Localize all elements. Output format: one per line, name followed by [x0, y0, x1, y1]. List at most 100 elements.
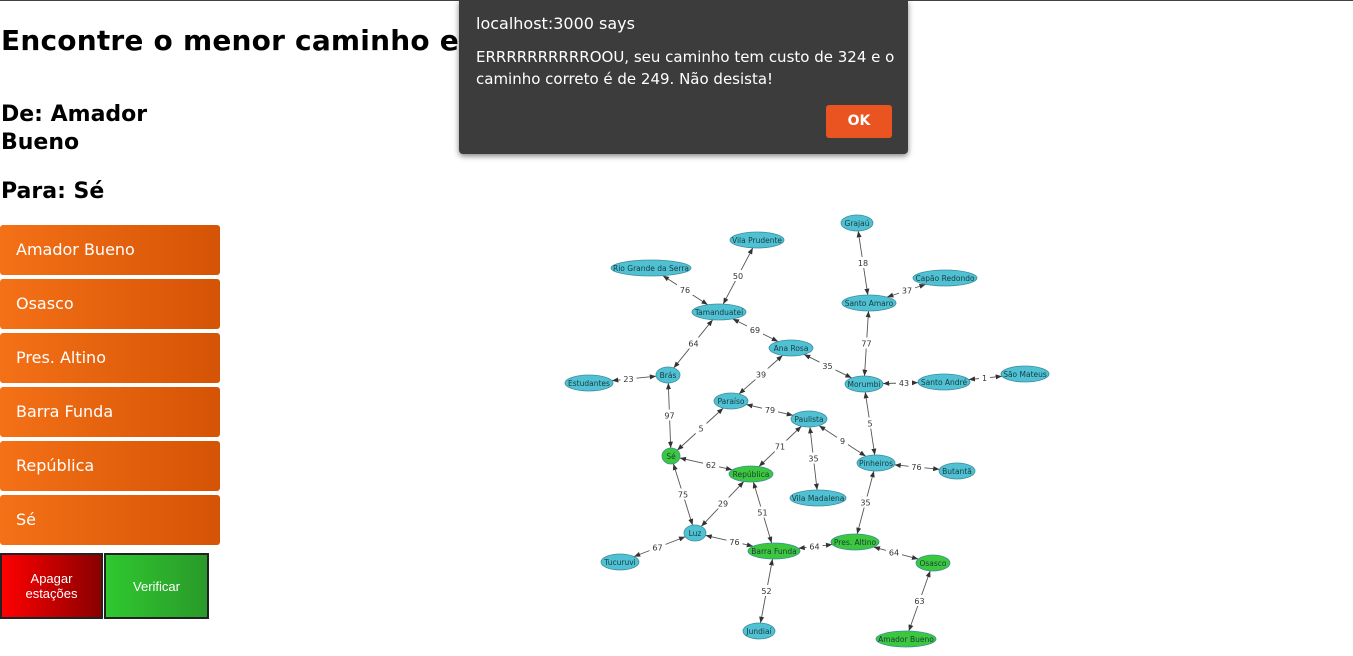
node-shape[interactable]	[912, 269, 978, 287]
node-label: Luz	[689, 529, 702, 538]
graph-node-osasco[interactable]: Osasco	[915, 554, 951, 572]
graph-node-luz[interactable]: Luz	[683, 524, 707, 542]
edge-weight-label: 43	[899, 379, 909, 388]
node-shape[interactable]	[938, 462, 976, 480]
edge-weight-label: 67	[652, 544, 662, 553]
node-shape[interactable]	[917, 373, 971, 391]
edge-weight-bg	[772, 440, 788, 452]
node-shape[interactable]	[742, 622, 776, 640]
edge-weight-bg	[715, 497, 731, 509]
node-label: Pres. Altino	[834, 538, 877, 547]
node-shape[interactable]	[789, 489, 847, 507]
edge-weight-label: 51	[757, 509, 767, 518]
graph-node-tamanduatei[interactable]: Tamanduateí	[691, 303, 747, 321]
graph-node-capao[interactable]: Capão Redondo	[912, 269, 978, 287]
edge-weight-bg	[896, 377, 912, 388]
graph-node-bras[interactable]: Brás	[655, 366, 681, 384]
dialog-message: ERRRRRRRRRROOU, seu caminho tem custo de…	[476, 48, 895, 88]
edge-weight-bg	[762, 404, 778, 415]
graph-node-grajau[interactable]: Grajaú	[840, 214, 874, 232]
graph-node-riogrande[interactable]: Rio Grande da Serra	[610, 259, 692, 277]
graph-node-anarosa[interactable]: Ana Rosa	[768, 339, 814, 357]
graph-node-butanta[interactable]: Butantã	[938, 462, 976, 480]
edge-weight-label: 18	[858, 259, 868, 268]
station-button-amador-bueno[interactable]: Amador Bueno	[0, 225, 220, 275]
node-shape[interactable]	[790, 410, 828, 428]
edge-weight-label: 37	[902, 287, 912, 296]
graph-node-santoamaro[interactable]: Santo Amaro	[841, 294, 897, 312]
graph-node-se[interactable]: Sé	[661, 447, 681, 465]
destination-label: Para: Sé	[1, 179, 105, 204]
node-label: Jundiaí	[745, 627, 772, 636]
node-shape[interactable]	[915, 554, 951, 572]
node-label: Santo André	[921, 378, 968, 387]
node-shape[interactable]	[729, 231, 785, 249]
node-label: Capão Redondo	[915, 274, 975, 283]
node-shape[interactable]	[691, 303, 747, 321]
node-shape[interactable]	[875, 630, 937, 648]
node-shape[interactable]	[655, 366, 681, 384]
node-shape[interactable]	[830, 533, 880, 551]
node-shape[interactable]	[564, 374, 614, 392]
station-button-republica[interactable]: República	[0, 441, 220, 491]
clear-stations-button[interactable]: Apagar estações	[0, 553, 103, 619]
node-shape[interactable]	[856, 454, 896, 472]
edge-weight-bg	[703, 459, 719, 470]
node-shape[interactable]	[747, 542, 801, 560]
node-label: Barra Funda	[751, 547, 797, 556]
edge-weight-label: 77	[861, 340, 871, 349]
node-label: Estudantes	[568, 379, 610, 388]
edge-weight-bg	[857, 496, 874, 508]
graph-node-estudantes[interactable]: Estudantes	[564, 374, 614, 392]
edge-weight-bg	[908, 461, 925, 472]
node-label: Morumbi	[847, 380, 880, 389]
station-button-barra-funda[interactable]: Barra Funda	[0, 387, 220, 437]
node-shape[interactable]	[844, 375, 884, 393]
edge-weight-bg	[886, 546, 902, 558]
graph-node-morumbi[interactable]: Morumbi	[844, 375, 884, 393]
node-label: Paulista	[794, 415, 823, 424]
node-label: Pinheiros	[859, 459, 893, 468]
node-shape[interactable]	[661, 447, 681, 465]
graph-node-saomateus[interactable]: São Mateus	[1000, 365, 1050, 383]
graph-node-jundiai[interactable]: Jundiaí	[742, 622, 776, 640]
graph-nodes: Grajaú Vila Prudente Rio Grande da Serra Ca…	[564, 214, 1050, 648]
edge-weight-label: 64	[889, 549, 899, 558]
node-shape[interactable]	[600, 553, 640, 571]
graph-node-santoandre[interactable]: Santo André	[917, 373, 971, 391]
edge-weight-bg	[675, 488, 691, 500]
edge-weight-label: 97	[664, 412, 674, 421]
node-shape[interactable]	[768, 339, 814, 357]
graph-node-republica[interactable]: República	[728, 465, 774, 483]
graph-node-tucuruvi[interactable]: Tucuruvi	[600, 553, 640, 571]
graph-node-presaltino[interactable]: Pres. Altino	[830, 533, 880, 551]
graph-node-vilamadalena[interactable]: Vila Madalena	[789, 489, 847, 507]
edge-weight-label: 35	[860, 499, 870, 508]
station-button-pres-altino[interactable]: Pres. Altino	[0, 333, 220, 383]
verify-button[interactable]: Verificar	[104, 553, 209, 619]
node-shape[interactable]	[683, 524, 707, 542]
node-label: República	[733, 470, 770, 479]
graph-node-paraiso[interactable]: Paraíso	[713, 392, 749, 410]
graph-node-paulista[interactable]: Paulista	[790, 410, 828, 428]
node-shape[interactable]	[728, 465, 774, 483]
graph-node-pinheiros[interactable]: Pinheiros	[856, 454, 896, 472]
edge-weight-label: 76	[680, 286, 690, 295]
node-shape[interactable]	[1000, 365, 1050, 383]
dialog-ok-button[interactable]: OK	[826, 105, 892, 138]
station-button-se[interactable]: Sé	[0, 495, 220, 545]
node-shape[interactable]	[610, 259, 692, 277]
edge-weight-bg	[855, 257, 871, 268]
station-button-osasco[interactable]: Osasco	[0, 279, 220, 329]
graph-node-amadorbueno[interactable]: Amador Bueno	[875, 630, 937, 648]
edge-weight-bg	[858, 337, 875, 349]
node-label: Grajaú	[845, 219, 870, 228]
graph-node-vilaprudente[interactable]: Vila Prudente	[729, 231, 785, 249]
node-shape[interactable]	[841, 294, 897, 312]
edge-weight-bg	[837, 435, 848, 446]
node-shape[interactable]	[713, 392, 749, 410]
node-shape[interactable]	[840, 214, 874, 232]
graph-node-barrafunda[interactable]: Barra Funda	[747, 542, 801, 560]
node-label: São Mateus	[1003, 370, 1047, 379]
